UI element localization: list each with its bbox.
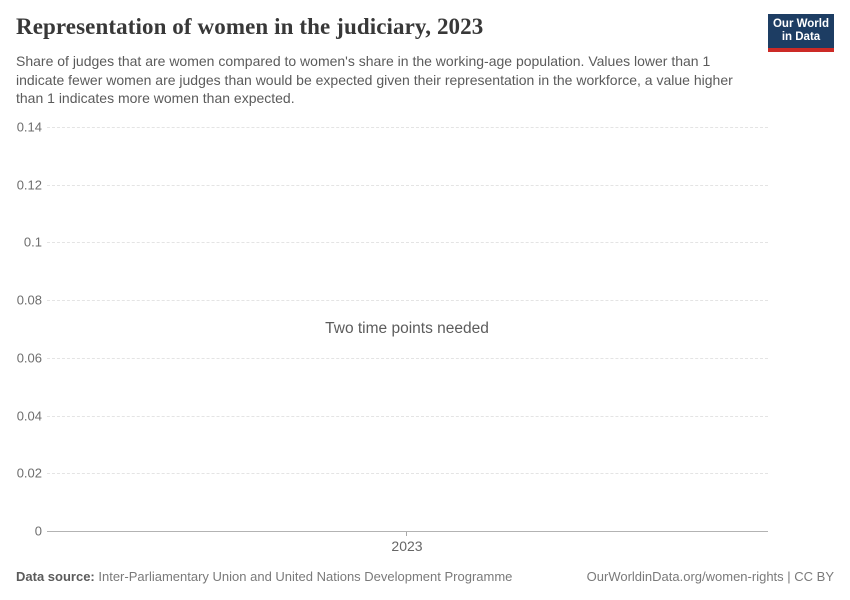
- y-tick-label: 0.04: [16, 408, 42, 424]
- gridline: [47, 473, 768, 474]
- data-source-label: Data source:: [16, 569, 95, 584]
- y-tick-label: 0.02: [16, 465, 42, 481]
- gridline: [47, 242, 768, 243]
- owid-logo-line1: Our World: [772, 17, 829, 30]
- gridline: [47, 358, 768, 359]
- y-tick-label: 0.1: [23, 234, 42, 250]
- owid-logo[interactable]: Our World in Data: [768, 14, 834, 52]
- x-axis-tick-mark: [406, 531, 407, 536]
- gridline: [47, 127, 768, 128]
- x-axis-tick-label: 2023: [391, 538, 423, 554]
- data-source-value: Inter-Parliamentary Union and United Nat…: [98, 569, 513, 584]
- owid-logo-accent-bar: [768, 48, 834, 52]
- y-tick-label: 0: [34, 523, 42, 539]
- y-tick-label: 0.08: [16, 292, 42, 308]
- owid-logo-box: Our World in Data: [768, 14, 834, 48]
- x-axis-line: [47, 531, 768, 532]
- empty-state-message: Two time points needed: [325, 320, 489, 337]
- y-tick-label: 0.12: [16, 177, 42, 193]
- y-tick-label: 0.14: [16, 119, 42, 135]
- chart-subtitle: Share of judges that are women compared …: [16, 53, 733, 106]
- chart-title: Representation of women in the judiciary…: [16, 14, 484, 39]
- y-tick-label: 0.06: [16, 350, 42, 366]
- citation: OurWorldinData.org/women-rights | CC BY: [586, 569, 834, 584]
- owid-logo-line2: in Data: [781, 31, 821, 43]
- data-source: Data source: Inter-Parliamentary Union a…: [16, 569, 512, 584]
- gridline: [47, 300, 768, 301]
- gridline: [47, 416, 768, 417]
- chart-footer: Data source: Inter-Parliamentary Union a…: [16, 569, 834, 584]
- gridline: [47, 185, 768, 186]
